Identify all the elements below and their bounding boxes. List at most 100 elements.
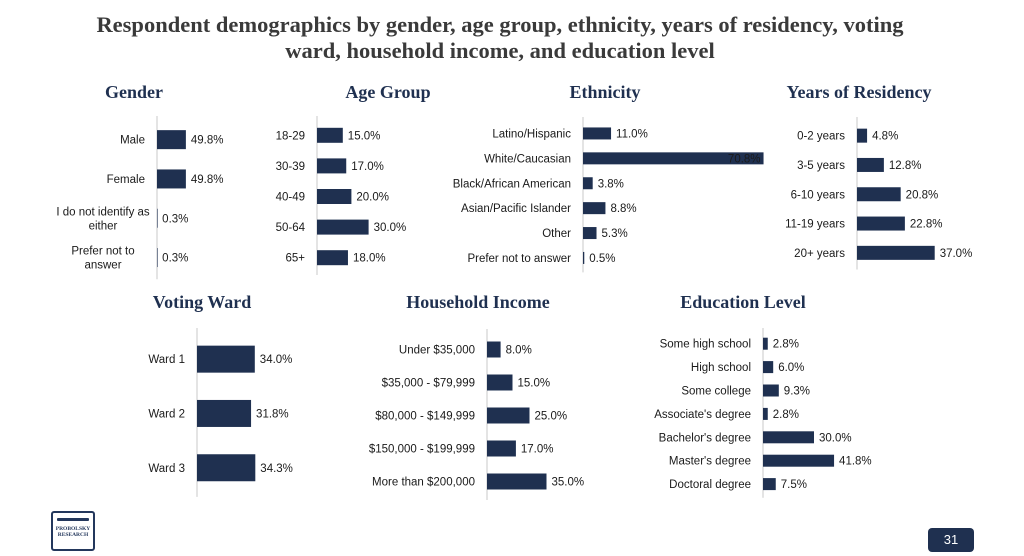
ethnicity-bar [583, 251, 585, 264]
ethnicity-bar [583, 127, 612, 140]
voting-ward-bar [197, 399, 252, 427]
years-of-residency-bar [857, 157, 884, 172]
age-group-bar [317, 219, 369, 235]
household-income-bar [487, 374, 513, 391]
years-of-residency-value-label: 37.0% [940, 248, 973, 260]
years-of-residency-category-label: 0-2 years [797, 131, 845, 143]
age-group-value-label: 17.0% [351, 161, 384, 173]
ethnicity-value-label: 5.3% [602, 228, 628, 240]
ethnicity-bar [583, 177, 593, 190]
years-of-residency-value-label: 22.8% [910, 219, 943, 231]
ethnicity-value-label: 8.8% [610, 203, 636, 215]
education-level-bar [763, 431, 814, 444]
gender-category-label: Male [120, 135, 145, 147]
education-level-category-label: Doctoral degree [669, 479, 751, 491]
gender-bar [157, 169, 186, 189]
education-level-bar [763, 361, 774, 374]
years-of-residency-value-label: 12.8% [889, 160, 922, 172]
gender-category-label: Female [107, 174, 145, 186]
household-income-bar [487, 407, 530, 424]
age-group-bar [317, 158, 347, 174]
probolsky-research-logo: PROBOLSKY RESEARCH [51, 511, 95, 551]
years-of-residency-category-label: 20+ years [794, 248, 845, 260]
voting-ward-value-label: 34.0% [260, 354, 293, 366]
voting-ward-bar [197, 345, 255, 373]
years-of-residency-category-label: 3-5 years [797, 160, 845, 172]
years-of-residency-bar [857, 128, 868, 143]
ethnicity-chart-title: Ethnicity [569, 82, 641, 102]
education-level-value-label: 30.0% [819, 432, 852, 444]
household-income-category-label: $80,000 - $149,999 [375, 411, 475, 423]
voting-ward-category-label: Ward 1 [148, 354, 185, 366]
ethnicity-category-label: Black/African American [453, 178, 571, 190]
household-income-bar [487, 440, 516, 457]
gender-category-label: I do not identify as either [56, 206, 150, 232]
education-level-bar [763, 384, 779, 397]
page-number-badge: 31 [928, 528, 974, 552]
education-level-value-label: 7.5% [781, 479, 807, 491]
household-income-value-label: 35.0% [552, 477, 585, 489]
age-group-category-label: 65+ [285, 253, 305, 265]
household-income-category-label: More than $200,000 [372, 477, 475, 489]
years-of-residency-category-label: 6-10 years [791, 189, 846, 201]
education-level-value-label: 9.3% [784, 386, 810, 398]
gender-value-label: 0.3% [162, 213, 188, 225]
years-of-residency-value-label: 4.8% [872, 131, 898, 143]
gender-bar [157, 208, 158, 228]
household-income-category-label: Under $35,000 [399, 345, 475, 357]
years-of-residency-bar [857, 187, 901, 202]
age-group-bar [317, 250, 348, 266]
years-of-residency-bar [857, 245, 935, 260]
age-group-value-label: 15.0% [348, 130, 381, 142]
age-group-category-label: 40-49 [276, 192, 305, 204]
page-title-line-2: ward, household income, and education le… [285, 38, 715, 63]
voting-ward-category-label: Ward 3 [148, 463, 185, 475]
age-group-bar [317, 127, 343, 143]
age-group-category-label: 18-29 [276, 130, 305, 142]
household-income-chart-title: Household Income [406, 292, 550, 312]
ethnicity-category-label: Asian/Pacific Islander [461, 203, 571, 215]
age-group-bar [317, 189, 352, 204]
voting-ward-value-label: 31.8% [256, 408, 289, 420]
household-income-value-label: 15.0% [518, 378, 551, 390]
education-level-bar [763, 454, 835, 467]
age-group-chart-title: Age Group [345, 82, 431, 102]
education-level-value-label: 2.8% [773, 409, 799, 421]
gender-bar [157, 248, 158, 268]
ethnicity-bar [583, 227, 597, 240]
ethnicity-value-label: 3.8% [598, 178, 624, 190]
household-income-value-label: 8.0% [506, 345, 532, 357]
years-of-residency-value-label: 20.8% [906, 189, 939, 201]
ethnicity-value-label: 70.8% [728, 153, 761, 165]
page-title-line-1: Respondent demographics by gender, age g… [96, 12, 904, 37]
years-of-residency-bar [857, 216, 905, 231]
gender-bar [157, 130, 186, 150]
ethnicity-category-label: Other [542, 228, 571, 240]
logo-stripe [57, 518, 89, 521]
household-income-bar [487, 473, 547, 490]
logo-text: PROBOLSKY RESEARCH [55, 526, 91, 538]
education-level-category-label: Some college [681, 386, 751, 398]
household-income-value-label: 25.0% [535, 411, 568, 423]
age-group-category-label: 50-64 [276, 222, 306, 234]
ethnicity-bar [583, 202, 606, 215]
household-income-bar [487, 341, 501, 358]
age-group-category-label: 30-39 [276, 161, 305, 173]
education-level-value-label: 6.0% [778, 362, 804, 374]
gender-value-label: 49.8% [191, 135, 224, 147]
ethnicity-category-label: White/Caucasian [484, 153, 571, 165]
education-level-value-label: 41.8% [839, 456, 872, 468]
ethnicity-category-label: Prefer not to answer [467, 253, 571, 265]
page-title: Respondent demographics by gender, age g… [0, 12, 1000, 64]
ethnicity-category-label: Latino/Hispanic [492, 128, 571, 140]
household-income-category-label: $150,000 - $199,999 [369, 444, 475, 456]
age-group-value-label: 20.0% [356, 192, 389, 204]
gender-value-label: 0.3% [162, 253, 188, 265]
household-income-category-label: $35,000 - $79,999 [382, 378, 475, 390]
gender-category-label: Prefer not to answer [71, 246, 134, 272]
voting-ward-value-label: 34.3% [260, 463, 293, 475]
